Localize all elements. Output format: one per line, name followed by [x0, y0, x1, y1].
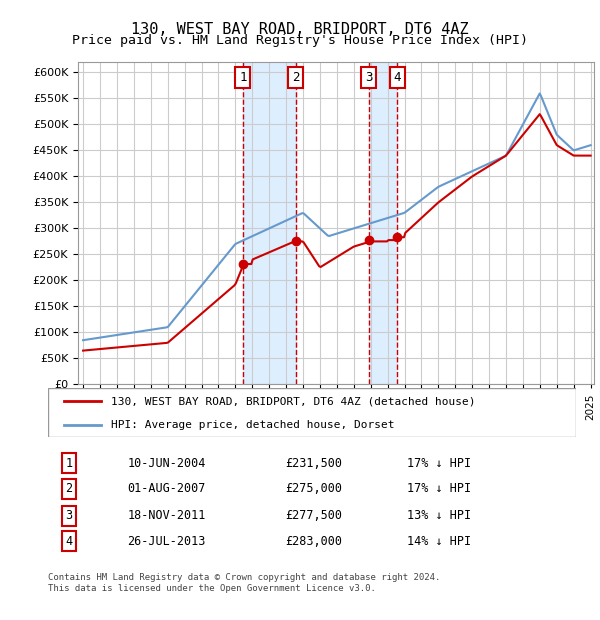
Bar — [243, 62, 296, 384]
Text: 4: 4 — [394, 71, 401, 84]
Text: 4: 4 — [65, 535, 73, 547]
Text: £275,000: £275,000 — [286, 482, 343, 495]
Text: Contains HM Land Registry data © Crown copyright and database right 2024.
This d: Contains HM Land Registry data © Crown c… — [48, 574, 440, 593]
Text: 130, WEST BAY ROAD, BRIDPORT, DT6 4AZ (detached house): 130, WEST BAY ROAD, BRIDPORT, DT6 4AZ (d… — [112, 396, 476, 406]
Text: £277,500: £277,500 — [286, 509, 343, 522]
Text: 01-AUG-2007: 01-AUG-2007 — [127, 482, 206, 495]
Text: 1: 1 — [65, 457, 73, 469]
Text: 3: 3 — [65, 509, 73, 522]
Text: 1: 1 — [239, 71, 247, 84]
Text: 130, WEST BAY ROAD, BRIDPORT, DT6 4AZ: 130, WEST BAY ROAD, BRIDPORT, DT6 4AZ — [131, 22, 469, 37]
Text: 13% ↓ HPI: 13% ↓ HPI — [407, 509, 471, 522]
Text: 14% ↓ HPI: 14% ↓ HPI — [407, 535, 471, 547]
Text: 17% ↓ HPI: 17% ↓ HPI — [407, 482, 471, 495]
Text: £283,000: £283,000 — [286, 535, 343, 547]
Text: Price paid vs. HM Land Registry's House Price Index (HPI): Price paid vs. HM Land Registry's House … — [72, 34, 528, 47]
Text: 2: 2 — [65, 482, 73, 495]
Text: £231,500: £231,500 — [286, 457, 343, 469]
Text: 26-JUL-2013: 26-JUL-2013 — [127, 535, 206, 547]
Text: 18-NOV-2011: 18-NOV-2011 — [127, 509, 206, 522]
FancyBboxPatch shape — [48, 388, 576, 437]
Text: HPI: Average price, detached house, Dorset: HPI: Average price, detached house, Dors… — [112, 420, 395, 430]
Bar — [368, 62, 397, 384]
Text: 10-JUN-2004: 10-JUN-2004 — [127, 457, 206, 469]
Text: 2: 2 — [292, 71, 299, 84]
Text: 17% ↓ HPI: 17% ↓ HPI — [407, 457, 471, 469]
Text: 3: 3 — [365, 71, 373, 84]
